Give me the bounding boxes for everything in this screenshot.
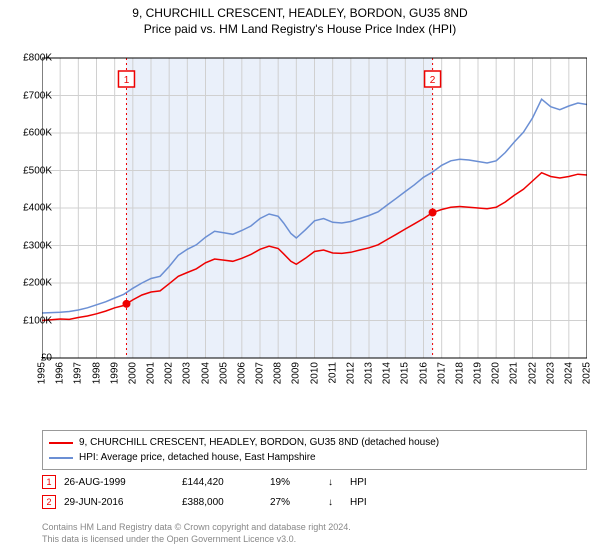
x-tick-label: 2010 <box>309 362 320 384</box>
x-tick-label: 2016 <box>418 362 429 384</box>
x-tick-label: 2013 <box>364 362 375 384</box>
legend-swatch-property <box>49 442 73 444</box>
x-tick-label: 1996 <box>55 362 66 384</box>
event-marker-2: 2 <box>42 495 56 509</box>
x-tick-label: 2017 <box>436 362 447 384</box>
x-tick-label: 2002 <box>164 362 175 384</box>
title-sub: Price paid vs. HM Land Registry's House … <box>0 22 600 36</box>
event-ref-1: HPI <box>350 477 367 488</box>
x-tick-label: 1999 <box>109 362 120 384</box>
svg-text:2: 2 <box>430 75 436 86</box>
x-tick-label: 2012 <box>345 362 356 384</box>
y-tick-label: £600K <box>12 128 52 139</box>
down-arrow-icon: ↓ <box>328 477 342 488</box>
y-tick-label: £200K <box>12 278 52 289</box>
y-tick-label: £300K <box>12 240 52 251</box>
events-table: 1 26-AUG-1999 £144,420 19% ↓ HPI 2 29-JU… <box>42 472 587 512</box>
x-tick-label: 2021 <box>509 362 520 384</box>
legend-row-property: 9, CHURCHILL CRESCENT, HEADLEY, BORDON, … <box>49 435 580 450</box>
event-pct-2: 27% <box>270 497 320 508</box>
footer-line2: This data is licensed under the Open Gov… <box>42 534 587 546</box>
x-tick-label: 2015 <box>400 362 411 384</box>
event-price-2: £388,000 <box>182 497 262 508</box>
x-tick-label: 2020 <box>491 362 502 384</box>
y-tick-label: £400K <box>12 203 52 214</box>
title-main: 9, CHURCHILL CRESCENT, HEADLEY, BORDON, … <box>0 6 600 20</box>
event-date-1: 26-AUG-1999 <box>64 477 174 488</box>
legend-label-property: 9, CHURCHILL CRESCENT, HEADLEY, BORDON, … <box>79 435 439 450</box>
event-row-1: 1 26-AUG-1999 £144,420 19% ↓ HPI <box>42 472 587 492</box>
event-date-2: 29-JUN-2016 <box>64 497 174 508</box>
legend-row-hpi: HPI: Average price, detached house, East… <box>49 450 580 465</box>
x-tick-label: 2019 <box>473 362 484 384</box>
footer-line1: Contains HM Land Registry data © Crown c… <box>42 522 587 534</box>
x-tick-label: 1995 <box>37 362 48 384</box>
y-tick-label: £700K <box>12 90 52 101</box>
svg-text:1: 1 <box>124 75 130 86</box>
footer: Contains HM Land Registry data © Crown c… <box>42 522 587 545</box>
x-tick-label: 1998 <box>91 362 102 384</box>
x-tick-label: 2003 <box>182 362 193 384</box>
event-row-2: 2 29-JUN-2016 £388,000 27% ↓ HPI <box>42 492 587 512</box>
x-tick-label: 2022 <box>527 362 538 384</box>
x-tick-label: 2004 <box>200 362 211 384</box>
event-price-1: £144,420 <box>182 477 262 488</box>
x-tick-label: 2011 <box>327 362 338 384</box>
x-tick-label: 2001 <box>146 362 157 384</box>
down-arrow-icon: ↓ <box>328 497 342 508</box>
y-tick-label: £800K <box>12 53 52 64</box>
y-tick-label: £500K <box>12 165 52 176</box>
x-tick-label: 2025 <box>582 362 593 384</box>
y-tick-label: £100K <box>12 315 52 326</box>
x-tick-label: 2008 <box>273 362 284 384</box>
title-block: 9, CHURCHILL CRESCENT, HEADLEY, BORDON, … <box>0 0 600 36</box>
x-tick-label: 2006 <box>236 362 247 384</box>
x-tick-label: 2024 <box>563 362 574 384</box>
chart: 12 <box>42 48 587 398</box>
x-tick-label: 2018 <box>454 362 465 384</box>
x-tick-label: 2023 <box>545 362 556 384</box>
legend-label-hpi: HPI: Average price, detached house, East… <box>79 450 316 465</box>
x-tick-label: 1997 <box>73 362 84 384</box>
plot-svg: 12 <box>42 48 587 398</box>
x-tick-label: 2005 <box>218 362 229 384</box>
x-tick-label: 2009 <box>291 362 302 384</box>
x-tick-label: 2000 <box>127 362 138 384</box>
event-pct-1: 19% <box>270 477 320 488</box>
x-tick-label: 2014 <box>382 362 393 384</box>
event-marker-1: 1 <box>42 475 56 489</box>
x-tick-label: 2007 <box>255 362 266 384</box>
event-ref-2: HPI <box>350 497 367 508</box>
legend: 9, CHURCHILL CRESCENT, HEADLEY, BORDON, … <box>42 430 587 470</box>
legend-swatch-hpi <box>49 457 73 459</box>
